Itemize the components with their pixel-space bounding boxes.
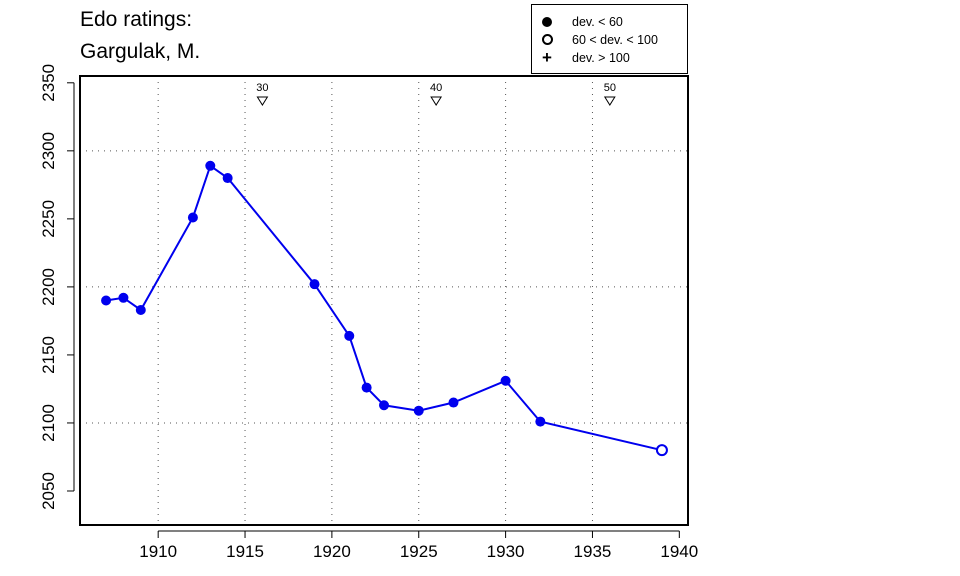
age-marker-label: 30 [256,82,268,94]
filled-circle-icon [540,14,554,30]
x-axis: 1910 1915 1920 1925 1930 1935 1940 [139,530,698,561]
x-tick-label: 1930 [487,542,525,561]
data-point [187,212,198,223]
legend-item-high-deviation: + dev. > 100 [532,48,687,67]
plot-frame [79,75,689,526]
data-point [655,444,668,457]
data-point [413,405,424,416]
y-axis: 2050 2100 2150 2200 2250 2300 2350 [39,64,75,510]
y-tick-label: 2200 [39,268,58,306]
x-tick-label: 1940 [660,542,698,561]
down-triangle-icon [430,96,443,106]
legend-item-low-deviation: dev. < 60 [532,14,687,30]
x-tick-label: 1910 [139,542,177,561]
y-tick-label: 2150 [39,336,58,374]
y-tick-label: 2300 [39,132,58,170]
down-triangle-icon [256,96,269,106]
legend-label: dev. > 100 [572,51,630,65]
y-tick-label: 2050 [39,472,58,510]
data-point [500,375,511,386]
data-point [448,397,459,408]
series-line [101,160,668,457]
y-tick-label: 2100 [39,404,58,442]
x-tick-label: 1925 [400,542,438,561]
data-point [135,305,146,316]
data-point [379,400,389,411]
x-tick-label: 1920 [313,542,351,561]
age-marker-label: 50 [604,82,616,94]
legend: dev. < 60 60 < dev. < 100 + dev. > 100 [531,4,688,74]
open-circle-icon [540,32,554,48]
down-triangle-icon [603,96,616,106]
data-point [101,295,112,306]
plus-icon: + [542,48,552,67]
data-point [344,330,355,341]
chart-title-line-2: Gargulak, M. [80,40,201,63]
chart-title-line-1: Edo ratings: [80,8,193,31]
data-point [118,292,129,303]
grid-lines [80,76,688,525]
data-point [309,279,320,290]
y-tick-label: 2250 [39,200,58,238]
age-marker-label: 40 [430,82,442,94]
data-point [535,416,546,427]
age-markers: 30 40 50 [256,82,616,106]
data-point [361,382,372,393]
legend-label: 60 < dev. < 100 [572,33,658,47]
data-point [205,160,216,171]
legend-label: dev. < 60 [572,15,623,29]
legend-item-mid-deviation: 60 < dev. < 100 [532,32,687,48]
y-tick-label: 2350 [39,64,58,102]
x-tick-label: 1935 [574,542,612,561]
x-tick-label: 1915 [226,542,264,561]
data-point [222,173,233,184]
